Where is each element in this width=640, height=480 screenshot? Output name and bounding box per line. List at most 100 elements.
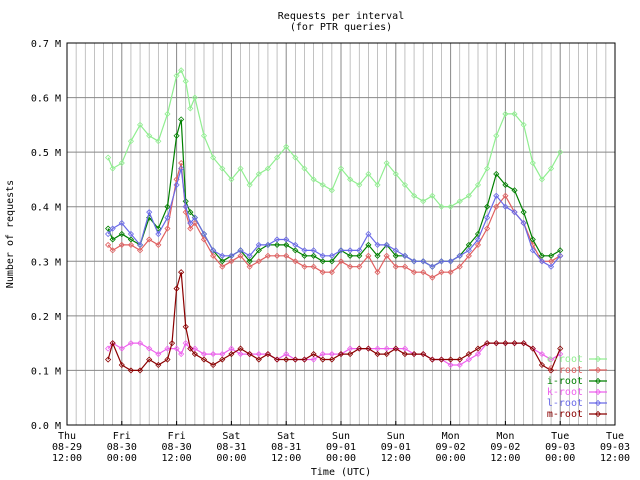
y-tick-label: 0.6 M (31, 94, 61, 105)
data-point-f-root (456, 263, 463, 270)
y-tick-label: 0.1 M (31, 366, 61, 377)
data-point-e-root (411, 192, 418, 199)
x-tick-label: Sat (222, 431, 240, 442)
data-point-k-root (237, 350, 244, 358)
data-point-m-root (411, 350, 418, 358)
data-point-l-root (105, 230, 112, 238)
data-point-m-root (538, 361, 545, 369)
data-point-e-root (429, 192, 436, 199)
data-point-k-root (182, 340, 189, 347)
data-point-i-root (292, 247, 299, 254)
data-point-f-root (155, 241, 162, 248)
series-e-root (105, 67, 564, 210)
data-point-e-root (182, 78, 189, 85)
data-point-m-root (319, 356, 326, 363)
data-point-f-root (411, 269, 418, 276)
data-point-l-root (155, 230, 162, 238)
series-m-root (105, 269, 564, 374)
data-point-m-root (105, 356, 112, 363)
data-point-e-root (420, 198, 427, 205)
data-point-f-root (401, 263, 408, 270)
data-point-i-root (274, 241, 281, 248)
data-point-l-root (502, 203, 509, 210)
data-point-k-root (557, 350, 564, 358)
data-point-e-root (484, 165, 491, 172)
data-point-e-root (127, 138, 134, 145)
data-point-e-root (178, 67, 185, 74)
legend-label-k-root: k-root (547, 387, 583, 398)
y-tick-label: 0.4 M (31, 203, 61, 214)
data-point-k-root (219, 350, 226, 358)
x-tick-label: 12:00 (490, 453, 520, 464)
data-point-l-root (173, 181, 180, 188)
data-point-f-root (283, 252, 290, 259)
data-point-e-root (173, 72, 180, 79)
data-point-e-root (137, 121, 144, 128)
data-point-m-root (310, 350, 317, 358)
data-point-m-root (137, 367, 144, 374)
legend-label-i-root: i-root (547, 376, 583, 387)
data-point-k-root (347, 345, 354, 352)
x-tick-label: Thu (58, 431, 76, 442)
data-point-f-root (274, 252, 281, 259)
legend-marker-i-root (594, 377, 602, 385)
data-point-f-root (438, 269, 445, 276)
x-tick-label: 09-03 (600, 442, 630, 453)
data-point-i-root (178, 116, 185, 123)
legend-marker-k-root (594, 388, 602, 396)
data-point-l-root (538, 258, 545, 265)
series-lines (105, 67, 564, 374)
data-point-f-root (173, 176, 180, 183)
data-point-m-root (429, 356, 436, 363)
data-point-i-root (118, 230, 125, 238)
legend-label-e-root: e-root (547, 354, 583, 365)
data-point-k-root (155, 350, 162, 358)
data-point-l-root (548, 263, 555, 270)
data-point-f-root (474, 241, 482, 248)
data-point-e-root (319, 181, 326, 188)
data-point-e-root (337, 165, 345, 172)
data-point-k-root (474, 350, 482, 358)
data-point-k-root (118, 345, 125, 352)
data-point-f-root (237, 252, 244, 259)
data-point-i-root (319, 258, 326, 265)
data-point-l-root (383, 241, 390, 248)
data-point-f-root (228, 258, 235, 265)
data-point-f-root (447, 269, 454, 276)
data-point-i-root (255, 247, 262, 254)
x-tick-label: 00:00 (107, 453, 137, 464)
data-point-f-root (502, 192, 509, 199)
data-point-i-root (347, 252, 354, 259)
data-point-k-root (310, 356, 317, 363)
data-point-i-root (301, 252, 308, 259)
y-tick-label: 0.5 M (31, 148, 61, 159)
data-point-m-root (511, 340, 518, 347)
data-point-e-root (310, 176, 317, 183)
x-tick-label: Sun (332, 431, 350, 442)
legend-marker-l-root (594, 399, 602, 407)
data-point-m-root (146, 356, 153, 363)
data-point-f-root (264, 252, 271, 259)
x-tick-label: 12:00 (162, 453, 192, 464)
data-point-m-root (420, 350, 427, 358)
data-point-l-root (429, 263, 436, 270)
data-point-m-root (274, 356, 281, 363)
data-point-l-root (392, 247, 399, 254)
data-point-m-root (493, 340, 500, 347)
data-point-e-root (274, 154, 281, 161)
data-point-k-root (548, 356, 555, 363)
y-tick-label: 0.3 M (31, 257, 61, 268)
data-point-m-root (237, 345, 244, 352)
data-point-l-root (356, 247, 363, 254)
data-point-f-root (164, 225, 171, 232)
data-point-i-root (392, 252, 399, 259)
data-point-f-root (383, 252, 390, 259)
data-point-k-root (200, 350, 208, 358)
data-point-k-root (447, 361, 454, 369)
x-tick-label: Fri (168, 431, 186, 442)
legend-marker-e-root (594, 355, 602, 363)
data-point-m-root (356, 345, 363, 352)
data-point-e-root (109, 165, 116, 172)
x-tick-label: 08-30 (107, 442, 137, 453)
